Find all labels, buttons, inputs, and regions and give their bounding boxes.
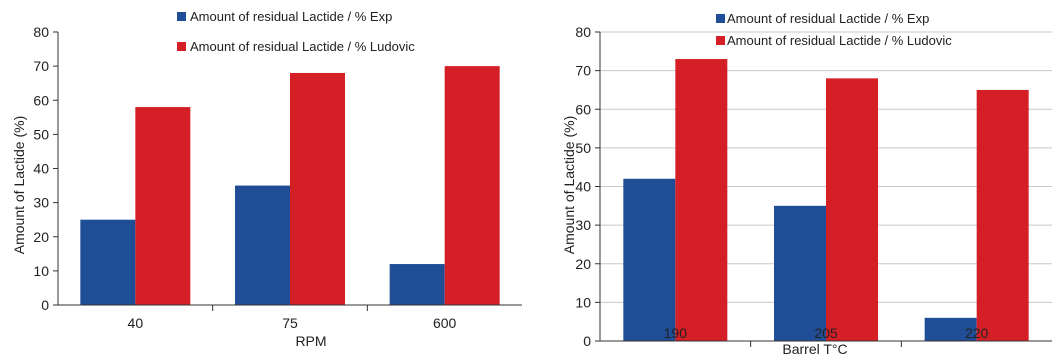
- bar-ludovic-600: [444, 66, 500, 305]
- y-tick-label: 50: [33, 126, 49, 142]
- legend-label-exp: Amount of residual Lactide / % Exp: [190, 9, 392, 24]
- y-tick-label: 10: [575, 294, 591, 310]
- x-tick-label: 220: [965, 325, 989, 341]
- y-tick-label: 40: [575, 179, 591, 195]
- y-tick-label: 70: [33, 58, 49, 74]
- y-tick-label: 0: [41, 297, 49, 313]
- bar-ludovic-75: [290, 72, 345, 305]
- bar-exp-190: [623, 178, 676, 341]
- y-tick-label: 20: [575, 256, 591, 272]
- x-axis-title: RPM: [295, 333, 326, 349]
- bar-exp-75: [235, 185, 290, 305]
- x-tick-label: 40: [128, 315, 144, 331]
- y-tick-label: 40: [33, 161, 49, 177]
- y-tick-label: 20: [33, 229, 49, 245]
- x-tick-label: 205: [814, 325, 838, 341]
- legend-label-exp: Amount of residual Lactide / % Exp: [727, 11, 929, 26]
- legend-label-ludovic: Amount of residual Lactide / % Ludovic: [727, 33, 952, 48]
- y-tick-label: 30: [575, 217, 591, 233]
- bar-exp-40: [80, 219, 136, 305]
- bar-ludovic-190: [675, 59, 728, 341]
- y-tick-label: 50: [575, 140, 591, 156]
- x-tick-label: 75: [282, 315, 298, 331]
- legend-swatch-exp: [716, 14, 725, 23]
- y-axis-title: Amount of Lactide (%): [561, 116, 577, 255]
- bar-exp-600: [389, 264, 445, 305]
- y-tick-label: 80: [575, 24, 591, 40]
- y-tick-label: 60: [33, 92, 49, 108]
- y-tick-label: 60: [575, 101, 591, 117]
- y-tick-label: 80: [33, 24, 49, 40]
- legend-label-ludovic: Amount of residual Lactide / % Ludovic: [190, 39, 415, 54]
- x-axis-title: Barrel T°C: [782, 341, 847, 356]
- chart-right: 0 10 20 30 40 50 60 70 80 190 205 220 Amount of res…: [561, 11, 1052, 356]
- legend-swatch-exp: [177, 12, 186, 21]
- x-tick-label: 600: [433, 315, 457, 331]
- y-tick-label: 70: [575, 63, 591, 79]
- legend-swatch-ludovic: [716, 36, 725, 45]
- bar-ludovic-40: [135, 107, 191, 305]
- bar-exp-205: [774, 205, 826, 341]
- bar-ludovic-205: [826, 78, 878, 341]
- x-tick-label: 190: [664, 325, 688, 341]
- y-tick-label: 0: [583, 333, 591, 349]
- bar-ludovic-220: [976, 89, 1029, 341]
- y-axis-title: Amount of Lactide (%): [11, 116, 27, 255]
- y-tick-label: 30: [33, 195, 49, 211]
- legend-swatch-ludovic: [177, 42, 186, 51]
- y-tick-label: 10: [33, 263, 49, 279]
- bar-exp-220: [924, 317, 977, 341]
- chart-left: 0 10 20 30 40 50 60 70 80 40 75 600 Amount of resid…: [11, 9, 522, 349]
